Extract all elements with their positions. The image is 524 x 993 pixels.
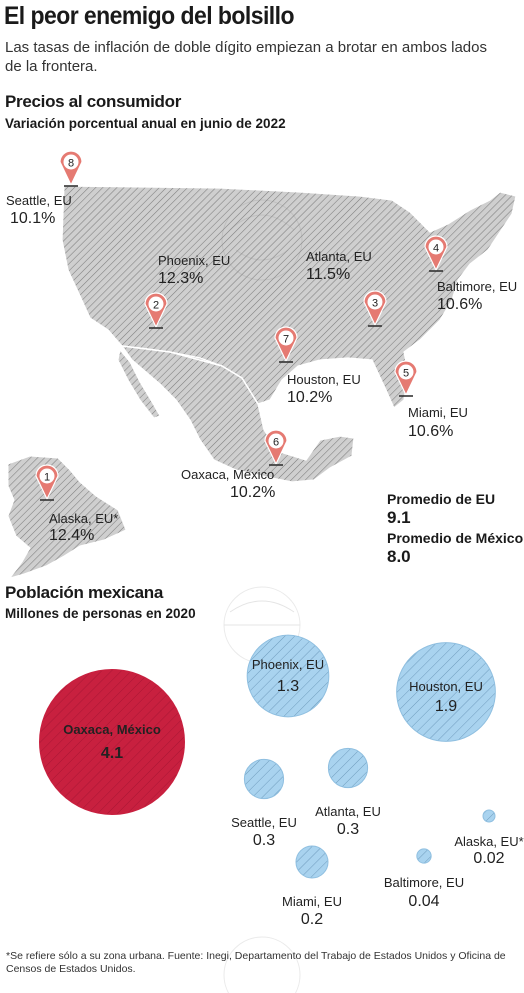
bubble-baltimore-eu: Baltimore, EU 0.04 [384,848,464,910]
bubble-section-title: Población mexicana [5,583,164,602]
map-pin-number: 8 [68,158,74,170]
label-value-atlanta: 11.5% [306,266,351,283]
pin-layer: 1 2 3 4 5 6 7 8 [35,150,448,501]
bubble-circle [246,634,330,718]
bubble-miami-eu: Miami, EU 0.2 [282,845,342,928]
map-pin-number: 6 [273,437,279,449]
label-value-miami: 10.6% [408,423,454,440]
bubble-alaska-eu: Alaska, EU*0.02 [454,809,524,867]
bubble-circle [482,809,496,823]
bubble-label-name: Atlanta, EU [315,804,381,819]
bubble-circle [396,642,496,742]
label-city-phoenix: Phoenix, EU [158,253,231,268]
bubble-circle [295,845,329,879]
bubble-label-value: 0.2 [301,911,323,928]
map-pin-6: 6 [264,429,288,466]
label-city-baltimore: Baltimore, EU [437,279,518,294]
alaska-shape [7,455,127,579]
bubble-atlanta-eu: Atlanta, EU 0.3 [315,747,381,838]
bubble-chart: Oaxaca, México 4.1 Houston, EU 1.9 Phoenix, … [39,634,524,928]
map-pin-number: 7 [283,334,289,346]
label-city-houston: Houston, EU [287,372,361,387]
bubble-circle [327,747,369,789]
map-pin-5: 5 [394,360,418,397]
map-pin-number: 2 [153,300,159,312]
label-city-atlanta: Atlanta, EU [306,249,372,264]
label-value-alaska: 12.4% [49,527,95,544]
footnote: *Se refiere sólo a su zona urbana. Fuent… [6,950,506,975]
bubble-circle [243,758,285,800]
map-pin-1: 1 [35,464,59,501]
label-city-miami: Miami, EU [408,405,468,420]
baja-shape [117,348,161,419]
page-subtitle: Las tasas de inflación de doble dígito e… [5,39,487,75]
bubble-section-subtitle: Millones de personas en 2020 [5,606,196,621]
bubble-label-name: Miami, EU [282,894,342,909]
border-line [121,345,259,405]
map-pin-number: 5 [403,368,409,380]
map-pin-2: 2 [144,292,168,329]
bubble-label-name: Oaxaca, México [63,722,161,737]
bubble-label-name: Baltimore, EU [384,875,464,890]
bubble-label-name: Houston, EU [409,679,483,694]
bubble-seattle-eu: Seattle, EU 0.3 [231,758,297,849]
label-value-phoenix: 12.3% [158,270,204,287]
bubble-label-value: 1.9 [435,698,457,715]
bubble-label-name: Alaska, EU* [454,834,523,849]
bubble-label-value: 0.02 [473,850,504,867]
mx-average-value: 8.0 [387,547,411,566]
map-pin-number: 1 [44,472,50,484]
page-title: El peor enemigo del bolsillo [4,2,295,30]
mx-average-label: Promedio de México [387,530,524,546]
map-section-title: Precios al consumidor [5,92,182,111]
bubble-label-value: 0.3 [337,821,359,838]
bubble-circle [39,669,185,815]
map-pin-8: 8 [59,150,83,187]
us-average-value: 9.1 [387,508,411,527]
map-pin-3: 3 [363,290,387,327]
bubble-label-value: 1.3 [277,678,299,695]
label-value-seattle: 10.1% [10,210,56,227]
seal-watermark [221,199,303,993]
label-value-oaxaca: 10.2% [230,484,276,501]
label-city-seattle: Seattle, EU [6,193,72,208]
label-city-alaska: Alaska, EU* [49,511,119,526]
label-city-oaxaca: Oaxaca, México [181,467,275,482]
label-value-houston: 10.2% [287,389,333,406]
us-average-label: Promedio de EU [387,491,496,507]
label-value-baltimore: 10.6% [437,296,483,313]
bubble-label-value: 0.3 [253,832,275,849]
map-pin-4: 4 [424,235,448,272]
bubble-circle [416,848,432,864]
map-pin-7: 7 [274,326,298,363]
bubble-houston-eu: Houston, EU 1.9 [396,642,496,742]
bubble-label-name: Phoenix, EU [252,657,324,672]
bubble-phoenix-eu: Phoenix, EU 1.3 [246,634,330,718]
map-section-subtitle: Variación porcentual anual en junio de 2… [5,116,286,131]
bubble-label-value: 4.1 [101,745,123,762]
bubble-oaxaca-m-xico: Oaxaca, México 4.1 [39,669,185,815]
map-pin-number: 3 [372,298,378,310]
bubble-label-name: Seattle, EU [231,815,297,830]
map-pin-number: 4 [433,243,439,255]
bubble-label-value: 0.04 [408,893,439,910]
